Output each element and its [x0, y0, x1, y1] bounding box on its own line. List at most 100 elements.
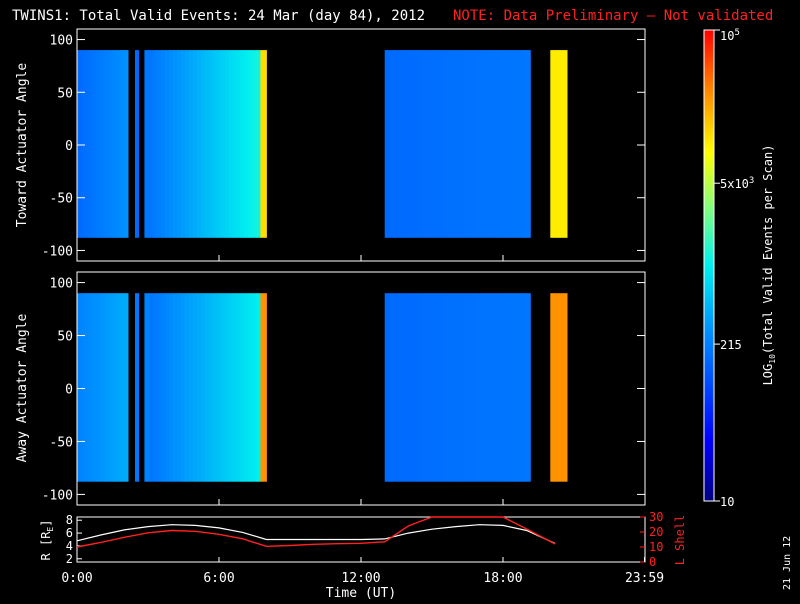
toward-heatmap-cell	[224, 50, 230, 238]
colorbar-tick-label: 5x103	[720, 176, 754, 191]
toward-heatmap-cell	[236, 50, 242, 238]
away-heatmap-cell	[104, 293, 109, 482]
away-heatmap-cell	[522, 293, 527, 482]
toward-heatmap-cell	[392, 50, 398, 238]
away-heatmap-cell	[216, 293, 222, 482]
lshell-series-line	[76, 516, 556, 548]
away-heatmap-cell	[562, 293, 568, 482]
toward-heatmap-cell	[421, 50, 426, 238]
away-heatmap-cell	[184, 293, 190, 482]
away-heatmap-cell	[501, 293, 507, 482]
away-heatmap-cell	[157, 293, 162, 482]
toward-heatmap-cell	[256, 50, 261, 238]
away-heatmap-cell	[108, 293, 113, 482]
away-heatmap-cell	[510, 293, 515, 482]
toward-heatmap-cell	[135, 50, 140, 238]
away-heatmap-cell	[181, 293, 186, 482]
toward-heatmap-cell	[244, 50, 250, 238]
radius-ylabel: R [RE]	[39, 520, 55, 561]
away-heatmap-cell	[192, 293, 198, 482]
away-heatmap-cell	[421, 293, 426, 482]
away-heatmap-cell	[116, 293, 121, 482]
away-heatmap-cell	[169, 293, 174, 482]
toward-heatmap-cell	[144, 50, 150, 238]
toward-heatmap-cell	[522, 50, 527, 238]
time-xlabel: Time (UT)	[326, 586, 396, 600]
colorbar-tick-label: 105	[720, 28, 740, 43]
toward-heatmap-cell	[493, 50, 499, 238]
away-heatmap-cell	[124, 293, 129, 482]
away-heatmap-cell	[437, 293, 442, 482]
toward-heatmap-cell	[169, 50, 174, 238]
toward-heatmap-cell	[88, 50, 94, 238]
toward-ytick-label: 0	[65, 139, 73, 154]
away-heatmap-cell	[220, 293, 226, 482]
toward-heatmap-cell	[481, 50, 487, 238]
away-heatmap-cell	[396, 293, 402, 482]
toward-heatmap-cell	[80, 50, 86, 238]
away-heatmap-cell	[236, 293, 242, 482]
colorbar-tick-label: 10	[720, 495, 734, 509]
toward-ytick-label: -100	[42, 244, 73, 259]
away-heatmap-cell	[252, 293, 258, 482]
toward-heatmap-cell	[196, 50, 202, 238]
toward-heatmap-cell	[184, 50, 190, 238]
lshell-ytick-label: 30	[649, 510, 663, 524]
radius-ytick-label: 6	[66, 526, 73, 540]
toward-heatmap-cell	[232, 50, 238, 238]
toward-heatmap-cell	[558, 50, 564, 238]
away-heatmap-cell	[506, 293, 511, 482]
toward-heatmap-cell	[100, 50, 105, 238]
away-heatmap-cell	[92, 293, 98, 482]
away-heatmap-cell	[200, 293, 206, 482]
toward-heatmap-cell	[92, 50, 98, 238]
away-ytick-label: -100	[42, 488, 73, 503]
toward-heatmap-cell	[153, 50, 158, 238]
away-heatmap-cell	[400, 293, 406, 482]
away-heatmap-cell	[212, 293, 218, 482]
away-heatmap-cell	[457, 293, 462, 482]
toward-heatmap-cell	[384, 50, 390, 238]
away-heatmap-cell	[149, 293, 154, 482]
toward-heatmap-cell	[417, 50, 422, 238]
away-heatmap-cell	[425, 293, 430, 482]
away-heatmap-cell	[256, 293, 261, 482]
toward-heatmap-cell	[514, 50, 519, 238]
toward-heatmap-cell	[161, 50, 166, 238]
away-panel: 100 50 0 -50 -100 Away Actuator Angle	[15, 271, 646, 506]
toward-heatmap-cell	[396, 50, 402, 238]
toward-heatmap-cell	[518, 50, 523, 238]
toward-ytick-label: -50	[50, 192, 73, 207]
toward-heatmap-cell	[104, 50, 109, 238]
toward-heatmap-cell	[562, 50, 568, 238]
away-heatmap-cell	[248, 293, 254, 482]
toward-heatmap-cell	[473, 50, 479, 238]
toward-heatmap-cell	[404, 50, 410, 238]
away-ytick-label: 100	[50, 277, 73, 292]
toward-ytick-label: 50	[57, 86, 73, 101]
away-heatmap-cell	[489, 293, 495, 482]
toward-heatmap-cell	[165, 50, 170, 238]
toward-heatmap-cell	[77, 50, 82, 238]
radius-ytick-label: 2	[66, 552, 73, 566]
colorbar-label: LOG10(Total Valid Events per Scan)	[761, 145, 777, 386]
away-heatmap-cell	[77, 293, 82, 482]
away-heatmap-cell	[429, 293, 434, 482]
away-heatmap-cell	[153, 293, 158, 482]
toward-ytick-label: 100	[50, 34, 73, 49]
away-heatmap-cell	[493, 293, 499, 482]
radius-ytick-label: 4	[66, 539, 73, 553]
toward-heatmap-cell	[112, 50, 117, 238]
toward-heatmap-cell	[208, 50, 214, 238]
away-heatmap-cell	[550, 293, 555, 482]
colorbar-gradient	[703, 29, 715, 502]
toward-heatmap-cell	[240, 50, 246, 238]
toward-heatmap-cell	[526, 50, 531, 238]
away-ylabel: Away Actuator Angle	[15, 313, 30, 462]
time-xtick-label: 18:00	[483, 571, 522, 586]
away-heatmap-cell	[224, 293, 230, 482]
away-heatmap-cell	[473, 293, 479, 482]
toward-heatmap-cell	[497, 50, 503, 238]
